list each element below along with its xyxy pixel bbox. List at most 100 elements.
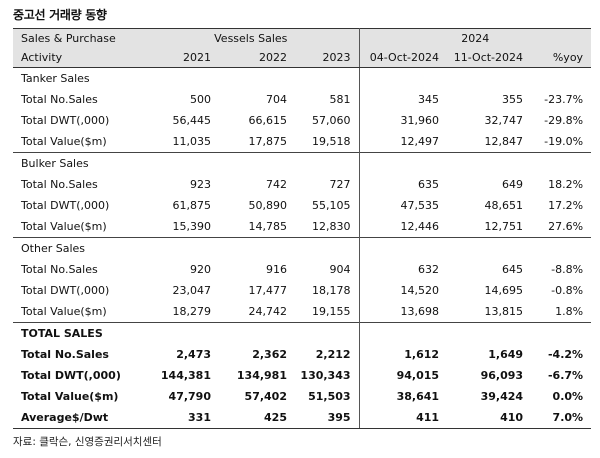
cell-value: 355 — [502, 93, 524, 106]
empty-cell — [531, 68, 591, 90]
cell-value: 2,362 — [252, 348, 287, 361]
empty-cell — [531, 152, 592, 174]
cell-value: -23.7% — [544, 93, 584, 106]
cell-value: 14,785 — [248, 220, 288, 233]
empty-cell — [359, 322, 448, 344]
cell-value: 17,875 — [248, 135, 288, 148]
cell-value: 904 — [295, 259, 360, 280]
cell-value: 345 — [418, 93, 440, 106]
cell-value: 11,035 — [172, 135, 212, 148]
cell-value: 923 — [190, 178, 211, 191]
cell-value: 500 — [190, 93, 211, 106]
cell-value: -8.8% — [551, 263, 584, 276]
cell-value: -4.2% — [547, 348, 584, 361]
empty-cell — [447, 322, 532, 344]
empty-cell — [219, 152, 295, 174]
cell-value: 32,747 — [484, 114, 524, 127]
table-row: Total Value($m) 18,279 24,742 19,155 13,698 1… — [13, 301, 591, 323]
table-row: Total No.Sales 923 742 727 635 649 18.2% — [13, 174, 591, 195]
section-name: TOTAL SALES — [13, 322, 143, 344]
table-row: Total No.Sales 500 704 581 345 355 -23.7% — [13, 89, 591, 110]
cell-value: 12,751 — [484, 220, 524, 233]
cell-value: 645 — [502, 263, 524, 276]
cell-value: -29.8% — [544, 114, 584, 127]
table-row: Total DWT(,000) 56,445 66,615 57,060 31,960 3… — [13, 110, 591, 131]
cell-value: 12,847 — [484, 135, 524, 148]
row-label: Average$/Dwt — [13, 407, 143, 429]
source-note: 자료: 클락슨, 신영증권리서치센터 — [13, 436, 162, 448]
empty-cell — [295, 322, 360, 344]
empty-cell — [447, 152, 532, 174]
cell-value: 48,651 — [484, 199, 524, 212]
cell-value: 15,390 — [172, 220, 212, 233]
table-row: Total No.Sales 920 916 904 632 645 -8.8% — [13, 259, 591, 280]
header-col-2022: 2022 — [219, 48, 295, 68]
cell-value: 425 — [219, 407, 295, 429]
cell-value: 704 — [266, 93, 287, 106]
cell-value: 24,742 — [248, 305, 288, 318]
cell-value: 94,015 — [396, 369, 440, 382]
cell-value: 31,960 — [400, 114, 440, 127]
cell-value: 2,212 — [295, 344, 360, 365]
section-name: Bulker Sales — [13, 152, 143, 174]
cell-value: 56,445 — [172, 114, 212, 127]
section-header-row: TOTAL SALES — [13, 322, 592, 344]
cell-value: 96,093 — [480, 369, 524, 382]
header-col-11-oct-2024: 11-Oct-2024 — [447, 48, 532, 68]
row-label: Total DWT(,000) — [21, 284, 110, 297]
cell-value: 13,815 — [484, 305, 524, 318]
cell-value: 581 — [295, 89, 360, 110]
empty-cell — [531, 322, 592, 344]
cell-value: 916 — [266, 263, 287, 276]
cell-value: -19.0% — [544, 135, 584, 148]
cell-value: 19,155 — [295, 301, 360, 323]
empty-cell — [359, 237, 448, 259]
empty-cell — [143, 322, 219, 344]
cell-value: 50,890 — [248, 199, 288, 212]
header-col-04-oct-2024: 04-Oct-2024 — [359, 48, 448, 68]
cell-value: 18.2% — [548, 178, 584, 191]
cell-value: 17.2% — [548, 199, 584, 212]
cell-value: -0.8% — [551, 284, 584, 297]
section-header-row: Tanker Sales — [13, 67, 591, 90]
cell-value: 1,612 — [404, 348, 440, 361]
row-label: Total No.Sales — [21, 93, 98, 106]
cell-value: 39,424 — [480, 390, 524, 403]
cell-value: 12,830 — [295, 216, 360, 238]
cell-value: 1,649 — [488, 348, 524, 361]
empty-cell — [447, 237, 532, 259]
header-row-bottom: Activity 2021 2022 2023 04-Oct-2024 11-O… — [13, 48, 592, 68]
header-corner-bottom: Activity — [13, 48, 143, 68]
table-row: Total Value($m) 47,790 57,402 51,503 38,641 3… — [13, 386, 591, 407]
row-label: Total Value($m) — [21, 135, 107, 148]
row-label: Total Value($m) — [21, 220, 107, 233]
cell-value: 331 — [143, 407, 219, 429]
empty-cell — [219, 237, 295, 259]
cell-value: 144,381 — [160, 369, 211, 382]
table-row: Average$/Dwt 331 425 395 411 410 7.0% — [13, 407, 592, 429]
cell-value: 410 — [447, 407, 532, 429]
cell-value: 55,105 — [295, 195, 360, 216]
cell-value: 0.0% — [552, 390, 584, 403]
cell-value: 1.8% — [555, 305, 584, 318]
section-name: Other Sales — [13, 237, 143, 259]
empty-cell — [447, 68, 531, 90]
cell-value: 742 — [266, 178, 287, 191]
table-row: Total DWT(,000) 144,381 134,981 130,343 94,0… — [13, 365, 591, 386]
cell-value: 57,402 — [244, 390, 287, 403]
empty-cell — [143, 237, 219, 259]
table-row: Total Value($m) 11,035 17,875 19,518 12,497 1… — [13, 131, 591, 153]
cell-value: 134,981 — [236, 369, 287, 382]
header-corner-top: Sales & Purchase — [13, 28, 143, 48]
cell-value: 14,695 — [484, 284, 524, 297]
cell-value: 57,060 — [295, 110, 360, 131]
cell-value: 2,473 — [176, 348, 211, 361]
row-label: Total No.Sales — [21, 263, 98, 276]
cell-value: 23,047 — [172, 284, 212, 297]
cell-value: 7.0% — [531, 407, 592, 429]
row-label: Total Value($m) — [21, 305, 107, 318]
empty-cell — [143, 68, 219, 90]
section-header-row: Bulker Sales — [13, 152, 592, 174]
cell-value: 632 — [418, 263, 440, 276]
empty-cell — [219, 68, 295, 90]
